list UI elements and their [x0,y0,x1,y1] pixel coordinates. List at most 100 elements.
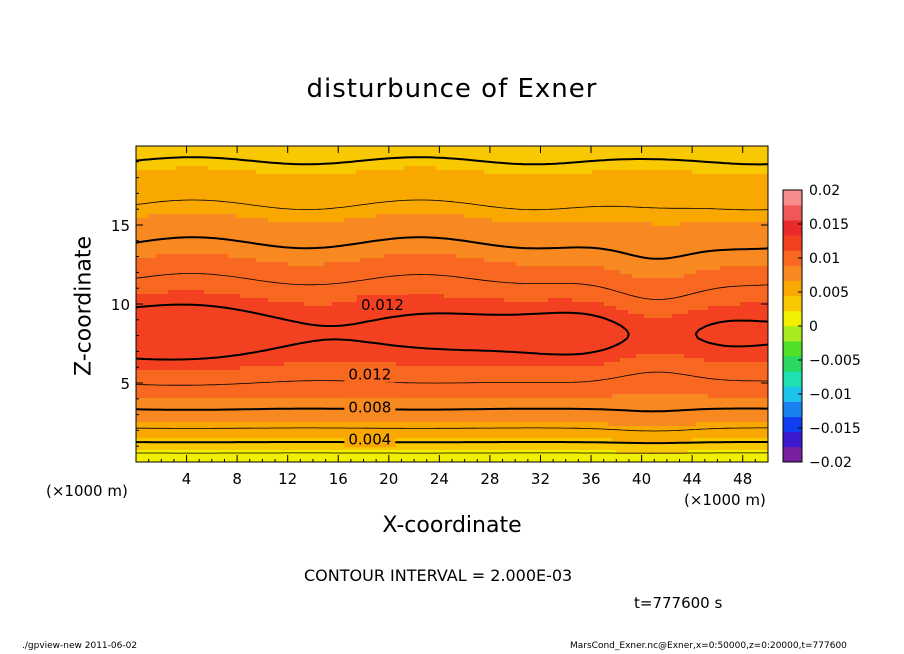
field-cell [232,206,237,211]
field-cell [396,146,401,151]
field-cell [292,258,297,263]
field-cell [184,258,189,263]
field-cell [168,178,173,183]
field-cell [352,266,357,271]
field-cell [240,162,245,167]
field-cell [600,262,605,267]
field-cell [264,154,269,159]
field-cell [636,218,641,223]
field-cell [144,178,149,183]
field-cell [276,266,281,271]
field-cell [176,162,181,167]
field-cell [352,262,357,267]
field-cell [348,206,353,211]
field-cell [284,182,289,187]
field-cell [484,214,489,219]
field-cell [260,254,265,259]
field-cell [336,246,341,251]
field-cell [348,202,353,207]
field-cell [684,198,689,203]
field-cell [680,170,685,175]
field-cell [596,198,601,203]
field-cell [728,242,733,247]
field-cell [604,250,609,255]
field-cell [496,266,501,271]
field-cell [384,198,389,203]
field-cell [208,194,213,199]
field-cell [232,154,237,159]
field-cell [372,258,377,263]
field-cell [632,150,637,155]
field-cell [184,166,189,171]
field-cell [548,158,553,163]
field-cell [688,218,693,223]
field-cell [592,202,597,207]
field-cell [500,206,505,211]
field-cell [300,202,305,207]
field-cell [292,226,297,231]
field-cell [412,242,417,247]
field-cell [372,170,377,175]
field-cell [148,170,153,175]
field-cell [208,226,213,231]
field-cell [320,198,325,203]
field-cell [432,190,437,195]
field-cell [660,194,665,199]
field-cell [156,250,161,255]
field-cell [632,234,637,239]
field-cell [660,218,665,223]
field-cell [660,162,665,167]
field-cell [332,202,337,207]
field-cell [172,186,177,191]
field-cell [572,194,577,199]
field-cell [672,182,677,187]
field-cell [656,146,661,151]
field-cell [704,198,709,203]
field-cell [324,258,329,263]
field-cell [312,166,317,171]
field-cell [644,218,649,223]
field-cell [176,194,181,199]
field-cell [292,194,297,199]
field-cell [272,182,277,187]
field-cell [212,186,217,191]
field-cell [708,210,713,215]
field-cell [512,150,517,155]
field-cell [704,186,709,191]
field-cell [452,166,457,171]
field-cell [316,170,321,175]
field-cell [652,158,657,163]
field-cell [656,210,661,215]
field-cell [500,150,505,155]
field-cell [520,194,525,199]
field-cell [696,266,701,271]
field-cell [392,178,397,183]
field-cell [332,270,337,275]
field-cell [304,146,309,151]
field-cell [396,210,401,215]
field-cell [440,186,445,191]
field-cell [280,270,285,275]
field-cell [616,154,621,159]
field-cell [604,266,609,271]
field-cell [596,234,601,239]
field-cell [456,174,461,179]
field-cell [172,146,177,151]
field-cell [596,182,601,187]
field-cell [152,218,157,223]
field-cell [400,262,405,267]
field-cell [524,226,529,231]
field-cell [556,158,561,163]
field-cell [344,154,349,159]
field-cell [368,206,373,211]
field-cell [452,182,457,187]
field-cell [528,254,533,259]
field-cell [760,242,765,247]
field-cell [644,262,649,267]
field-cell [612,146,617,151]
field-cell [204,242,209,247]
field-cell [264,186,269,191]
field-cell [164,182,169,187]
field-cell [656,194,661,199]
field-cell [344,150,349,155]
